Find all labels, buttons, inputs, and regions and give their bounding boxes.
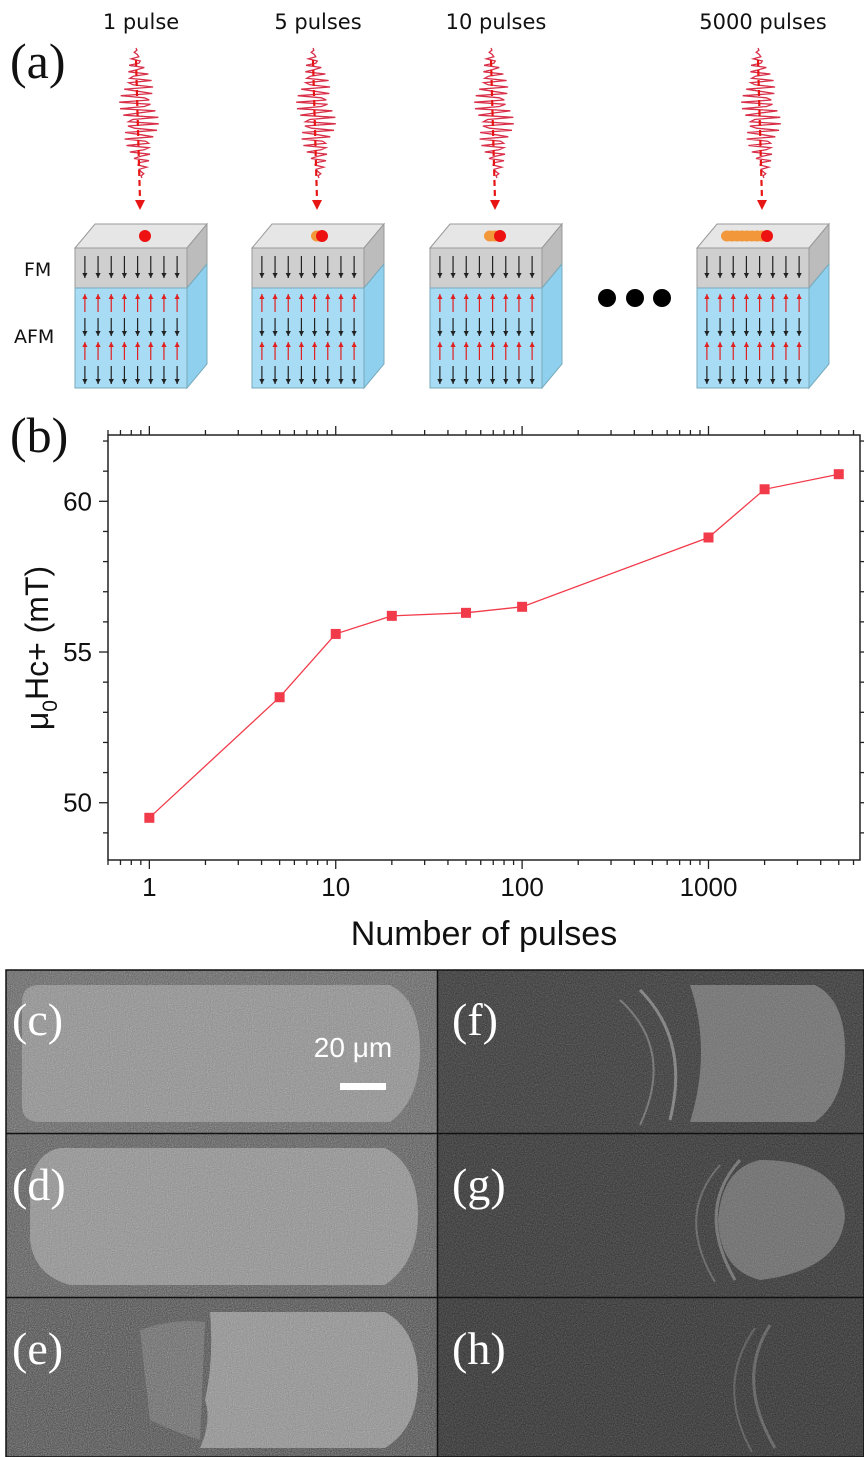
schematic-panel: (a) 1 pulse 5 pulses 10 pulses 5000 pulses … [10, 10, 831, 390]
panel-a-letter: (a) [10, 33, 66, 89]
micro-panel-f [438, 970, 864, 1133]
data-point-marker [144, 812, 155, 823]
micro-panel-d [6, 1134, 437, 1297]
y-tick-label: 55 [63, 637, 92, 667]
plot-frame [107, 434, 861, 861]
y-axis-title: μ0Hc+ (mT) [19, 566, 62, 730]
sample-block: 1 pulse [73, 10, 209, 390]
laser-pulse-wave [474, 47, 514, 179]
data-point-marker [517, 601, 528, 612]
sample-block: 5 pulses [250, 10, 386, 390]
data-point-marker [386, 610, 397, 621]
panel-c-letter: (c) [12, 994, 63, 1045]
panel-d-letter: (d) [12, 1159, 66, 1210]
chart-panel: (b) 1 10 100 1000 50 55 60 Number of pulses μ0… [10, 407, 864, 953]
laser-axis [134, 59, 142, 201]
afm-layer-label: AFM [14, 326, 54, 348]
data-point-marker [703, 532, 714, 543]
laser-arrow-icon [135, 200, 145, 210]
laser-spot [316, 230, 328, 242]
pulse-count-label: 1 pulse [103, 10, 179, 34]
pulse-count-label: 5000 pulses [699, 10, 826, 34]
ellipsis-dots [598, 289, 671, 307]
x-tick-label: 1000 [680, 872, 738, 902]
laser-arrow-icon [490, 200, 500, 210]
scale-bar-label: 20 μm [314, 1032, 392, 1063]
fm-layer-label: FM [24, 259, 51, 281]
panel-f-letter: (f) [452, 994, 498, 1045]
micro-panel-g [438, 1134, 864, 1297]
y-tick-label: 60 [63, 486, 92, 516]
panel-g-letter: (g) [452, 1159, 506, 1210]
pulse-count-label: 5 pulses [274, 10, 361, 34]
data-point-marker [330, 628, 341, 639]
micro-panel-c [6, 970, 437, 1133]
laser-spot [139, 230, 151, 242]
x-axis-title: Number of pulses [351, 915, 617, 953]
laser-axis [489, 59, 497, 201]
y-tick-label: 50 [63, 788, 92, 818]
laser-spot [761, 230, 773, 242]
micro-panel-e [6, 1298, 437, 1457]
laser-arrow-icon [312, 200, 322, 210]
sample-block: 5000 pulses [695, 10, 831, 390]
laser-pulse-wave [741, 47, 781, 179]
data-point-marker [461, 607, 472, 618]
laser-axis [311, 59, 319, 201]
series-line [148, 473, 839, 819]
laser-pulse-wave [296, 47, 336, 179]
pulse-count-label: 10 pulses [446, 10, 547, 34]
panel-e-letter: (e) [12, 1323, 63, 1374]
data-point-marker [274, 692, 285, 703]
laser-arrow-icon [757, 200, 767, 210]
data-point-marker [759, 484, 770, 495]
microscopy-grid: (c) (d) (e) (f) (g) (h) 20 μm [5, 969, 864, 1457]
laser-spot [494, 230, 506, 242]
sample-block: 10 pulses [428, 10, 564, 390]
panel-b-letter: (b) [10, 407, 68, 463]
x-tick-label: 100 [500, 872, 543, 902]
x-tick-label: 10 [321, 872, 350, 902]
x-tick-label: 1 [142, 872, 156, 902]
panel-h-letter: (h) [452, 1323, 506, 1374]
data-point-marker [833, 469, 844, 480]
laser-axis [756, 59, 764, 201]
micro-panel-h [438, 1298, 864, 1457]
laser-pulse-wave [119, 47, 159, 179]
scale-bar [340, 1083, 386, 1090]
